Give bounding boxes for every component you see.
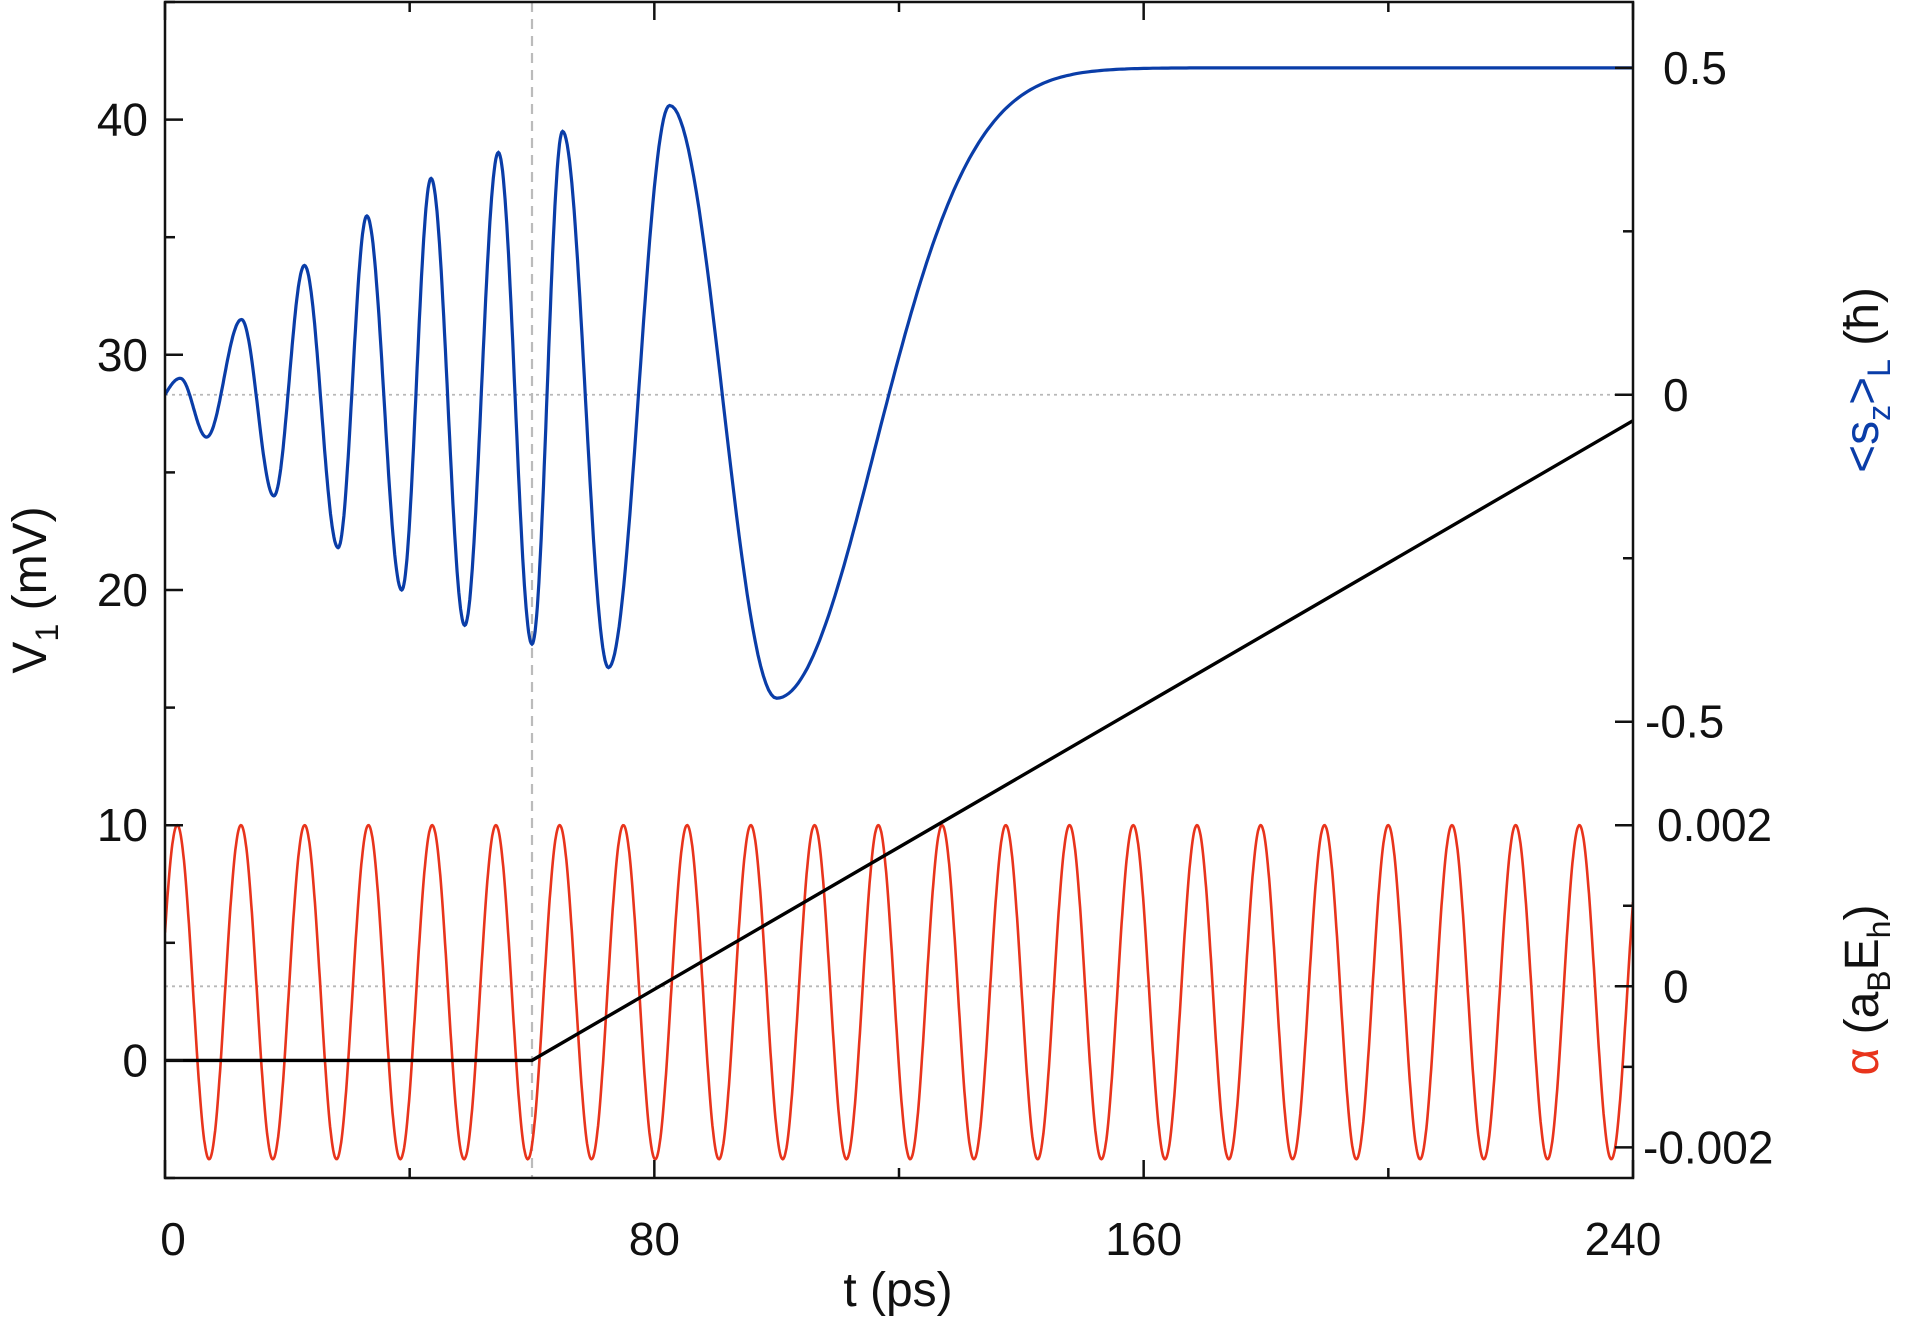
reference-lines — [165, 2, 1633, 1178]
axis-ticks — [163, 0, 1635, 1180]
right-top-y-axis-title: <sz>L (ħ) — [1836, 287, 1897, 473]
voltage-ramp-line — [165, 419, 1633, 1063]
right-bottom-y-axis-title: α (aBEh) — [1836, 905, 1897, 1076]
right-bottom-y-tick-labels: 0.002 0 -0.002 — [1643, 799, 1773, 1173]
x-tick-label: 240 — [1585, 1213, 1662, 1265]
left-y-tick-label: 30 — [97, 329, 148, 381]
right-y-tick-label: 0.002 — [1657, 799, 1772, 851]
right-y-tick-label: -0.002 — [1643, 1121, 1773, 1173]
right-y-tick-label: 0 — [1663, 369, 1689, 421]
right-y-tick-label: 0 — [1663, 960, 1689, 1012]
alpha-series-line — [165, 823, 1633, 1161]
left-y-axis-title: V1 (mV) — [4, 506, 65, 673]
left-y-tick-label: 0 — [122, 1034, 148, 1086]
right-y-tick-label: 0.5 — [1663, 42, 1727, 94]
x-tick-label: 80 — [629, 1213, 680, 1265]
x-tick-label: 160 — [1105, 1213, 1182, 1265]
x-axis-title: t (ps) — [843, 1264, 952, 1317]
left-y-tick-label: 20 — [97, 564, 148, 616]
x-tick-labels: 0 80 160 240 — [160, 1213, 1661, 1265]
left-y-tick-label: 40 — [97, 94, 148, 146]
spin-sz-series-line — [165, 66, 1633, 700]
left-y-tick-labels: 0 10 20 30 40 — [97, 94, 148, 1087]
left-y-tick-label: 10 — [97, 799, 148, 851]
right-y-tick-label: -0.5 — [1645, 696, 1724, 748]
x-tick-label: 0 — [160, 1213, 186, 1265]
right-top-y-tick-labels: 0.5 0 -0.5 — [1645, 42, 1727, 748]
